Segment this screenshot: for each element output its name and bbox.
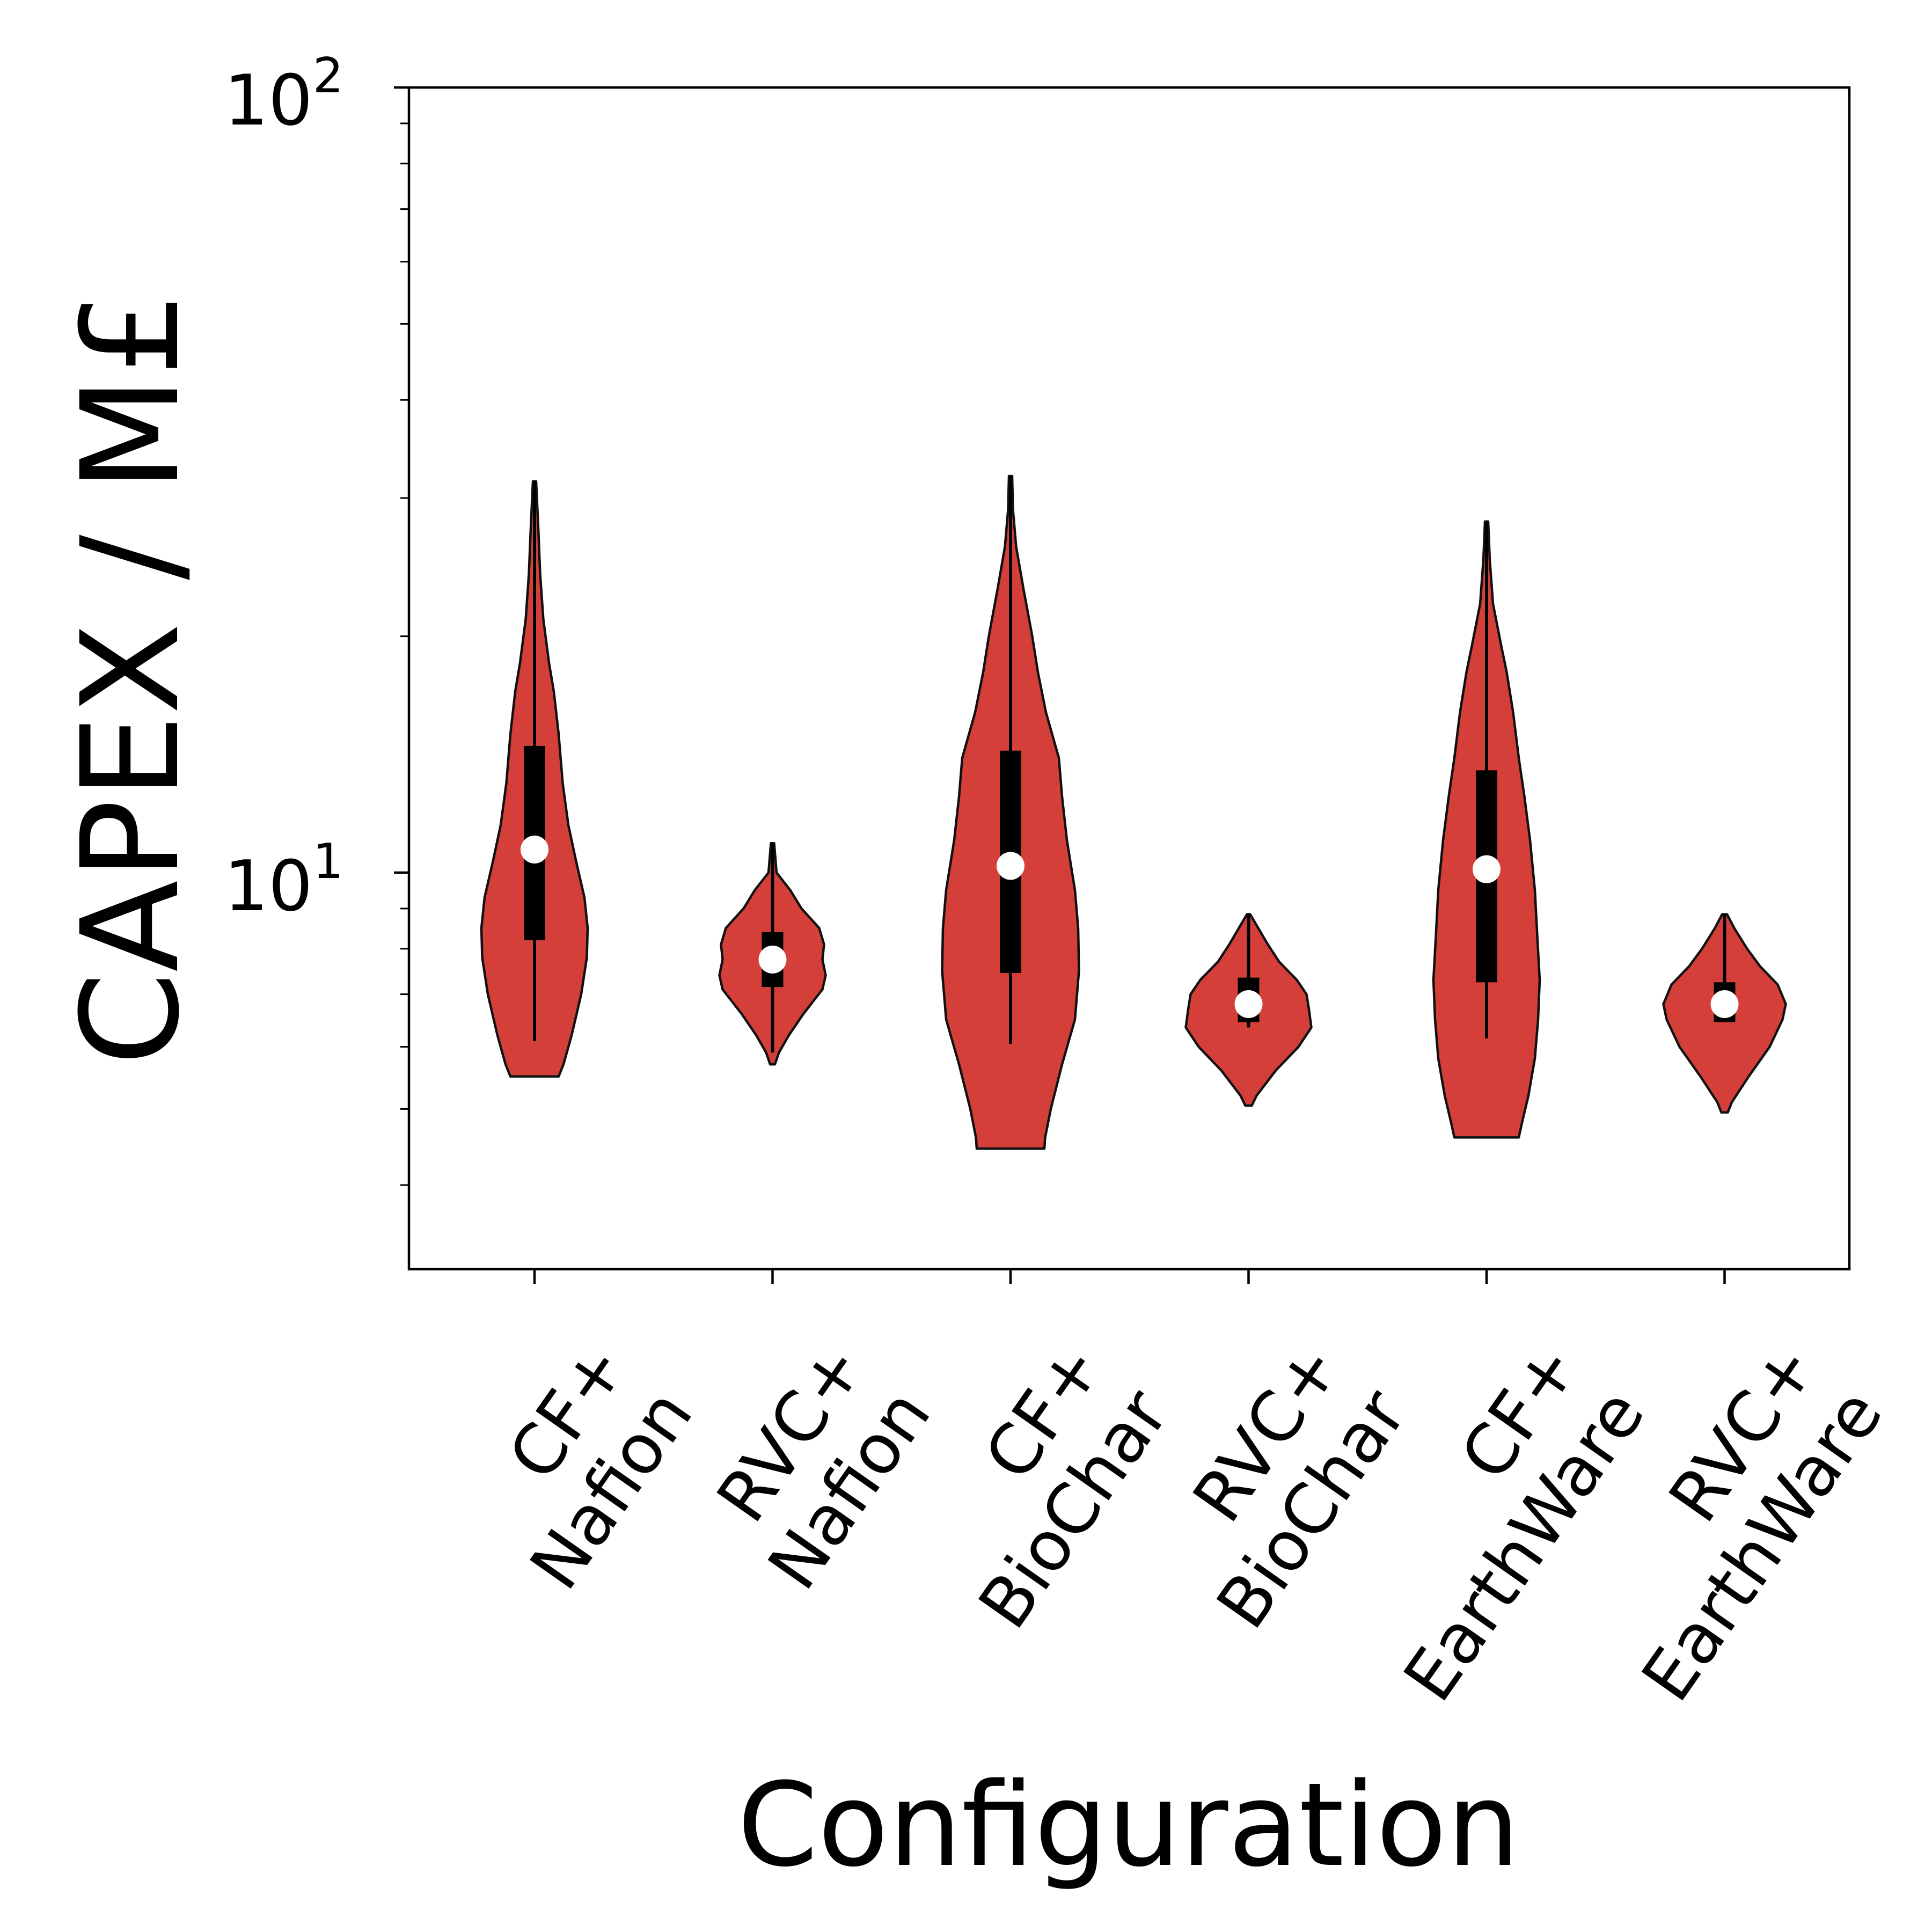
violin-median-marker	[1234, 990, 1263, 1019]
violin-median-marker	[1710, 990, 1739, 1019]
y-tick-label-100: 102	[224, 48, 343, 141]
violin-median-marker	[997, 852, 1024, 880]
y-axis-title: CAPEX / M£	[53, 291, 209, 1065]
violin-median-marker	[758, 945, 787, 974]
violin-median-marker	[521, 836, 548, 864]
x-axis-title: Configuration	[737, 1758, 1520, 1892]
violin-median-marker	[1473, 855, 1501, 883]
x-axis-ticks	[533, 1269, 1726, 1284]
y-axis-ticks	[394, 86, 409, 1186]
x-tick-label: RVC+Nafion	[687, 1329, 946, 1604]
y-tick-label-10: 101	[224, 833, 343, 927]
violins	[480, 474, 1787, 1150]
plot-frame	[407, 86, 1851, 1271]
